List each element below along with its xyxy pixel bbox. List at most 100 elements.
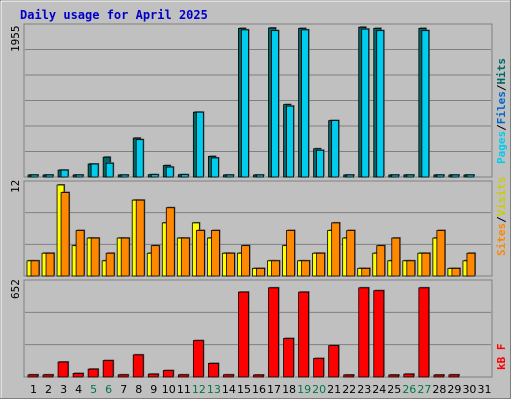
- legend-visits: Visits: [495, 177, 508, 217]
- x-tick-label-9: 9: [150, 383, 157, 396]
- sites-bar-2: [45, 252, 55, 277]
- legend-kbytes-panel: kB F: [495, 344, 508, 371]
- kbytes-bar-8: [132, 354, 144, 378]
- x-tick-label-16: 16: [252, 383, 266, 396]
- sites-bar-30: [466, 252, 476, 277]
- files-bar-4: [75, 174, 84, 178]
- x-tick-label-23: 23: [357, 383, 371, 396]
- sites-bar-11: [180, 237, 190, 277]
- sites-bar-19: [301, 260, 310, 277]
- files-bar-15: [241, 29, 249, 178]
- chart-title: Daily usage for April 2025: [20, 8, 208, 22]
- kbytes-bar-17: [268, 287, 279, 378]
- x-tick-label-3: 3: [60, 383, 67, 396]
- kbytes-bar-9: [147, 373, 159, 378]
- kbytes-scale-label: 652: [9, 279, 22, 299]
- x-tick-label-18: 18: [282, 383, 296, 396]
- kbytes-bar-20: [313, 358, 325, 378]
- files-bar-1: [30, 174, 39, 178]
- files-bar-24: [376, 30, 385, 178]
- files-bar-26: [406, 174, 415, 178]
- legend-files: Files: [495, 91, 508, 124]
- files-bar-27: [421, 30, 430, 178]
- sites-bar-29: [451, 268, 461, 277]
- kbytes-bar-3: [57, 361, 69, 378]
- kbytes-bar-24: [373, 290, 385, 378]
- files-bar-25: [391, 174, 400, 178]
- files-bar-8: [135, 139, 144, 178]
- files-bar-19: [301, 29, 309, 178]
- kbytes-bar-23: [358, 287, 370, 378]
- sites-bar-16: [256, 268, 265, 277]
- legend-visits-panel: Sites/Visits: [495, 177, 508, 257]
- kbytes-bar-7: [117, 374, 129, 378]
- sites-bar-17: [271, 260, 280, 277]
- x-tick-label-28: 28: [432, 383, 446, 396]
- x-tick-label-24: 24: [372, 383, 386, 396]
- x-tick-label-13: 13: [207, 383, 221, 396]
- files-bar-21: [331, 120, 340, 178]
- sites-bar-6: [105, 252, 115, 277]
- kbytes-bar-28: [433, 374, 445, 378]
- files-bar-14: [226, 174, 234, 178]
- x-tick-label-25: 25: [387, 383, 401, 396]
- kbytes-bar-5: [87, 368, 99, 378]
- sites-bar-12: [195, 230, 205, 277]
- sites-bar-4: [75, 230, 85, 277]
- sites-bar-24: [376, 245, 386, 277]
- files-bar-22: [346, 174, 355, 178]
- files-bar-23: [361, 28, 370, 178]
- x-tick-label-1: 1: [30, 383, 37, 396]
- files-bar-10: [165, 166, 174, 178]
- chart-bars: [26, 26, 476, 378]
- kbytes-bar-18: [283, 338, 294, 378]
- sites-bar-5: [90, 237, 100, 277]
- sites-bar-1: [30, 260, 40, 277]
- legend-hits: Hits: [495, 58, 508, 85]
- files-bar-9: [150, 174, 159, 178]
- kbytes-bar-15: [238, 291, 249, 378]
- sites-bar-20: [316, 252, 326, 277]
- sites-bar-3: [60, 192, 70, 277]
- x-tick-label-8: 8: [135, 383, 142, 396]
- legend-pages: Pages: [495, 131, 508, 164]
- x-tick-label-26: 26: [402, 383, 416, 396]
- files-bar-7: [120, 174, 129, 178]
- chart-panels: [23, 23, 493, 378]
- x-tick-label-4: 4: [75, 383, 82, 396]
- x-tick-label-11: 11: [177, 383, 191, 396]
- files-bar-3: [60, 169, 69, 178]
- kbytes-bar-16: [253, 374, 264, 378]
- files-bar-17: [271, 30, 279, 178]
- files-bar-2: [45, 174, 54, 178]
- sites-bar-15: [241, 245, 250, 277]
- kbytes-bar-26: [403, 373, 415, 378]
- x-tick-label-15: 15: [237, 383, 251, 396]
- x-tick-label-19: 19: [297, 383, 311, 396]
- files-bar-13: [210, 157, 219, 178]
- x-axis-labels: 1 2 3 4 5 6 7 8 9 10 11 12 13 14 15 16 17 18 19 20 21 22 23 24 2…: [30, 383, 491, 396]
- legend-kbytes: kB F: [495, 344, 508, 371]
- visits-scale-label: 12: [9, 180, 22, 193]
- files-bar-16: [256, 174, 264, 178]
- kbytes-bar-21: [328, 345, 340, 378]
- kbytes-bar-1: [27, 374, 39, 378]
- x-tick-label-31: 31: [477, 383, 491, 396]
- kbytes-bar-19: [298, 291, 309, 378]
- x-tick-label-6: 6: [105, 383, 112, 396]
- files-bar-11: [180, 174, 189, 178]
- kbytes-bar-6: [102, 360, 114, 378]
- sites-bar-7: [120, 237, 130, 277]
- kbytes-bar-14: [223, 374, 234, 378]
- files-bar-28: [436, 174, 445, 178]
- x-tick-label-10: 10: [162, 383, 176, 396]
- x-tick-label-20: 20: [312, 383, 326, 396]
- kbytes-bar-12: [192, 340, 204, 378]
- sites-bar-28: [436, 230, 446, 277]
- x-tick-label-7: 7: [120, 383, 127, 396]
- kbytes-bar-22: [343, 374, 355, 378]
- sites-bar-8: [135, 199, 145, 277]
- sites-bar-25: [391, 237, 401, 277]
- x-tick-label-12: 12: [192, 383, 206, 396]
